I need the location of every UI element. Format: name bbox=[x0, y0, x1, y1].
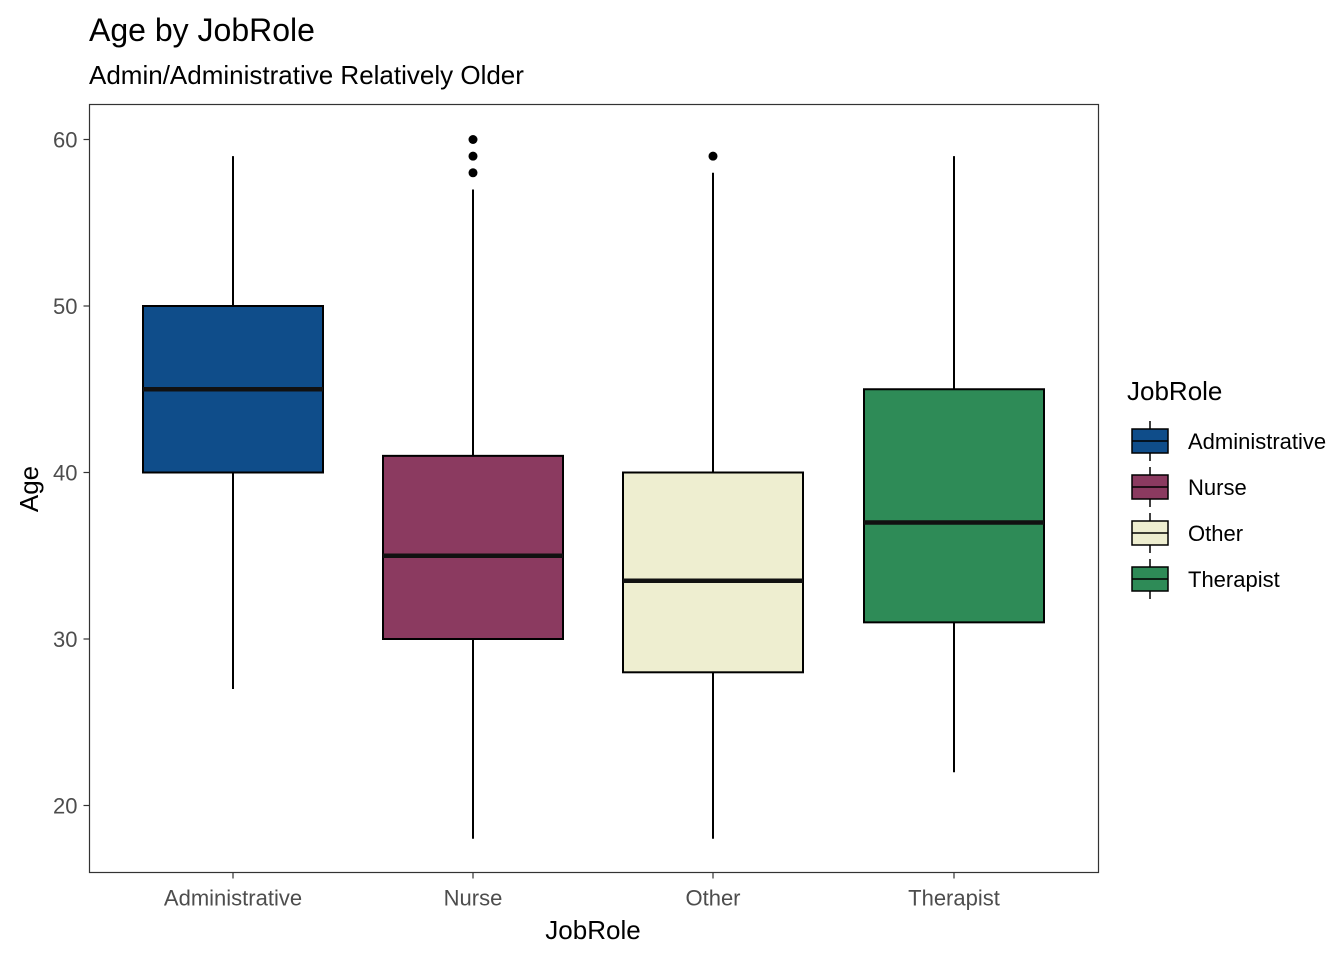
box-iqr bbox=[863, 388, 1045, 624]
legend-label: Administrative bbox=[1188, 429, 1326, 454]
legend-label: Therapist bbox=[1188, 567, 1280, 592]
y-tick-label-60: 60 bbox=[53, 128, 77, 153]
legend-item-therapist: Therapist bbox=[1131, 559, 1280, 599]
box-other bbox=[622, 151, 804, 839]
box-iqr bbox=[382, 454, 564, 640]
legend-title: JobRole bbox=[1127, 376, 1222, 406]
x-axis-title: JobRole bbox=[545, 915, 640, 945]
legend-label: Nurse bbox=[1188, 475, 1247, 500]
x-axis: Administrative Nurse Other Therapist bbox=[164, 872, 1000, 911]
chart-subtitle: Admin/Administrative Relatively Older bbox=[89, 60, 524, 90]
outlier-point bbox=[468, 151, 478, 161]
chart-title: Age by JobRole bbox=[89, 12, 315, 48]
box-therapist bbox=[863, 156, 1045, 773]
y-axis: 20 30 40 50 60 bbox=[53, 128, 90, 819]
outlier-point bbox=[468, 135, 478, 144]
x-tick-label-nurse: Nurse bbox=[444, 886, 503, 911]
y-tick-label-30: 30 bbox=[53, 627, 77, 652]
outlier-point bbox=[468, 168, 478, 178]
legend-item-nurse: Nurse bbox=[1131, 467, 1247, 507]
y-tick-label-20: 20 bbox=[53, 794, 77, 819]
box-nurse bbox=[382, 135, 564, 839]
legend-item-administrative: Administrative bbox=[1131, 421, 1326, 461]
legend-label: Other bbox=[1188, 521, 1243, 546]
y-tick-label-50: 50 bbox=[53, 294, 77, 319]
x-tick-label-other: Other bbox=[685, 886, 740, 911]
legend-item-other: Other bbox=[1131, 513, 1243, 553]
y-tick-label-40: 40 bbox=[53, 461, 77, 486]
box-iqr bbox=[622, 471, 804, 674]
x-tick-label-therapist: Therapist bbox=[908, 886, 1000, 911]
y-axis-title: Age bbox=[14, 466, 44, 512]
boxplots bbox=[142, 135, 1045, 839]
x-tick-label-administrative: Administrative bbox=[164, 886, 302, 911]
box-administrative bbox=[142, 156, 324, 689]
outlier-point bbox=[708, 151, 718, 161]
legend: JobRole Administrative Nurse Other Therapis… bbox=[1127, 376, 1326, 599]
